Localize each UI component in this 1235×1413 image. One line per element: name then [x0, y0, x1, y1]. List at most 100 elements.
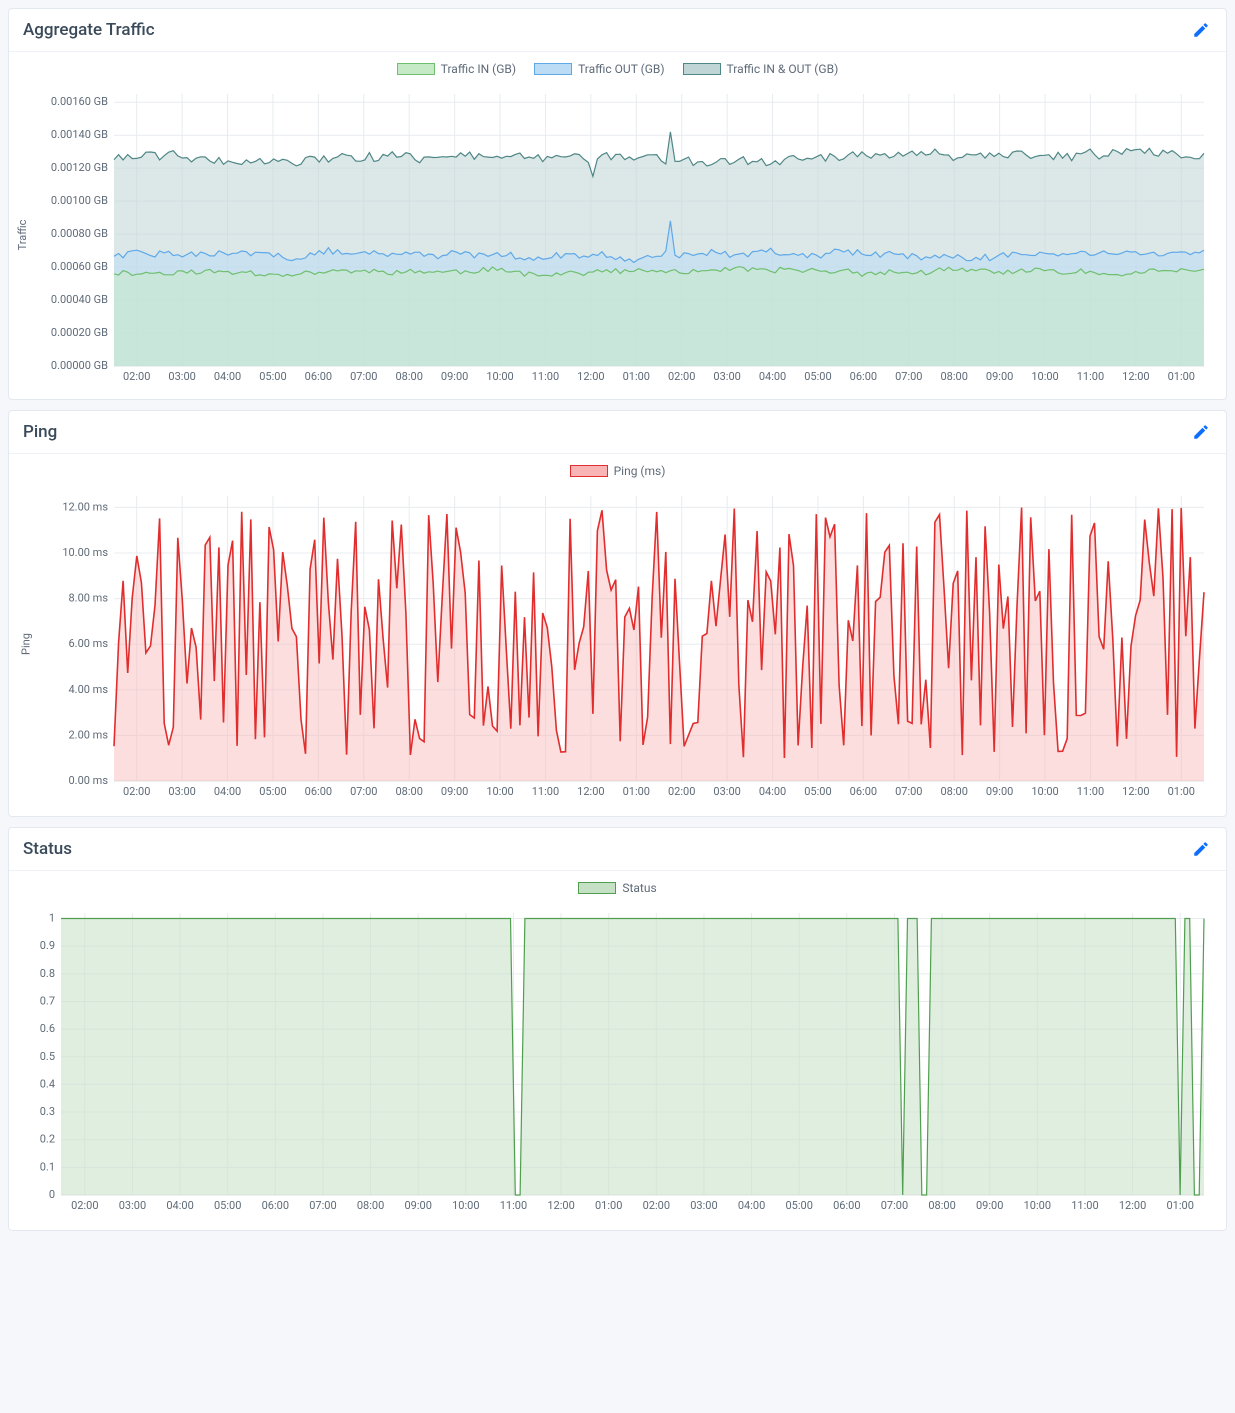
chart-legend: Traffic IN (GB) Traffic OUT (GB) Traffic I…: [19, 58, 1216, 82]
legend-item[interactable]: Traffic IN & OUT (GB): [683, 62, 839, 76]
svg-text:07:00: 07:00: [350, 370, 377, 383]
pencil-icon: [1192, 423, 1210, 441]
svg-text:11:00: 11:00: [1071, 1199, 1098, 1212]
legend-item[interactable]: Status: [578, 881, 656, 895]
svg-text:09:00: 09:00: [441, 370, 468, 383]
svg-text:06:00: 06:00: [262, 1199, 289, 1212]
legend-swatch: [534, 63, 572, 75]
chart-legend: Ping (ms): [19, 460, 1216, 484]
svg-text:09:00: 09:00: [986, 370, 1013, 383]
edit-button[interactable]: [1190, 19, 1212, 41]
svg-text:0.00000 GB: 0.00000 GB: [51, 359, 108, 372]
svg-text:11:00: 11:00: [1077, 370, 1104, 383]
svg-text:2.00 ms: 2.00 ms: [69, 728, 109, 741]
svg-text:04:00: 04:00: [166, 1199, 193, 1212]
svg-text:0.00040 GB: 0.00040 GB: [51, 293, 108, 306]
svg-text:01:00: 01:00: [1168, 370, 1195, 383]
card-header: Ping: [9, 411, 1226, 454]
svg-text:10:00: 10:00: [1031, 785, 1058, 798]
svg-text:0.00120 GB: 0.00120 GB: [51, 161, 108, 174]
ping-chart: 0.00 ms2.00 ms4.00 ms6.00 ms8.00 ms10.00…: [19, 484, 1214, 804]
card-title: Status: [23, 839, 72, 859]
svg-text:08:00: 08:00: [928, 1199, 955, 1212]
svg-text:0.5: 0.5: [40, 1050, 55, 1063]
svg-text:06:00: 06:00: [833, 1199, 860, 1212]
legend-label: Status: [622, 881, 656, 895]
svg-text:03:00: 03:00: [690, 1199, 717, 1212]
svg-text:08:00: 08:00: [941, 370, 968, 383]
svg-text:11:00: 11:00: [532, 785, 559, 798]
svg-text:10:00: 10:00: [486, 370, 513, 383]
svg-text:0.00100 GB: 0.00100 GB: [51, 194, 108, 207]
svg-text:06:00: 06:00: [305, 785, 332, 798]
svg-text:11:00: 11:00: [532, 370, 559, 383]
svg-text:0.00160 GB: 0.00160 GB: [51, 95, 108, 108]
svg-text:08:00: 08:00: [396, 785, 423, 798]
ping-card: Ping Ping (ms) Ping 0.00 ms 2.00 ms 4.00 m…: [8, 410, 1227, 817]
svg-text:03:00: 03:00: [168, 785, 195, 798]
svg-text:08:00: 08:00: [357, 1199, 384, 1212]
svg-text:05:00: 05:00: [804, 370, 831, 383]
edit-button[interactable]: [1190, 421, 1212, 443]
status-chart: 00.10.20.30.40.50.60.70.80.9102:0003:000…: [19, 901, 1214, 1218]
svg-text:12:00: 12:00: [1122, 370, 1149, 383]
legend-label: Traffic OUT (GB): [578, 62, 664, 76]
svg-text:11:00: 11:00: [500, 1199, 527, 1212]
card-header: Status: [9, 828, 1226, 871]
svg-text:0.9: 0.9: [40, 939, 55, 952]
svg-text:12:00: 12:00: [1119, 1199, 1146, 1212]
svg-text:09:00: 09:00: [404, 1199, 431, 1212]
svg-text:09:00: 09:00: [976, 1199, 1003, 1212]
legend-label: Traffic IN & OUT (GB): [727, 62, 839, 76]
svg-text:0.2: 0.2: [40, 1133, 55, 1146]
svg-text:12:00: 12:00: [547, 1199, 574, 1212]
svg-text:12:00: 12:00: [577, 370, 604, 383]
pencil-icon: [1192, 21, 1210, 39]
svg-text:10:00: 10:00: [486, 785, 513, 798]
svg-text:03:00: 03:00: [119, 1199, 146, 1212]
svg-text:4.00 ms: 4.00 ms: [69, 683, 109, 696]
legend-item[interactable]: Traffic OUT (GB): [534, 62, 664, 76]
svg-text:12:00: 12:00: [1122, 785, 1149, 798]
svg-text:6.00 ms: 6.00 ms: [69, 637, 109, 650]
svg-text:11:00: 11:00: [1077, 785, 1104, 798]
svg-text:0.1: 0.1: [40, 1160, 55, 1173]
svg-text:10.00 ms: 10.00 ms: [62, 546, 108, 559]
svg-text:02:00: 02:00: [668, 370, 695, 383]
svg-text:09:00: 09:00: [986, 785, 1013, 798]
svg-text:0.00020 GB: 0.00020 GB: [51, 326, 108, 339]
legend-item[interactable]: Ping (ms): [570, 464, 666, 478]
traffic-card: Aggregate Traffic Traffic IN (GB)Traffic…: [8, 8, 1227, 400]
svg-text:03:00: 03:00: [713, 370, 740, 383]
svg-text:04:00: 04:00: [738, 1199, 765, 1212]
svg-text:05:00: 05:00: [259, 785, 286, 798]
svg-text:0.4: 0.4: [40, 1077, 55, 1090]
svg-text:05:00: 05:00: [785, 1199, 812, 1212]
svg-text:0.3: 0.3: [40, 1105, 55, 1118]
edit-button[interactable]: [1190, 838, 1212, 860]
svg-text:05:00: 05:00: [804, 785, 831, 798]
svg-text:02:00: 02:00: [71, 1199, 98, 1212]
svg-text:07:00: 07:00: [350, 785, 377, 798]
svg-text:12.00 ms: 12.00 ms: [62, 500, 108, 513]
legend-swatch: [570, 465, 608, 477]
legend-item[interactable]: Traffic IN (GB): [397, 62, 516, 76]
svg-text:03:00: 03:00: [713, 785, 740, 798]
svg-text:02:00: 02:00: [123, 785, 150, 798]
svg-text:12:00: 12:00: [577, 785, 604, 798]
svg-text:07:00: 07:00: [895, 785, 922, 798]
svg-text:0.00 ms: 0.00 ms: [69, 774, 109, 787]
svg-text:10:00: 10:00: [452, 1199, 479, 1212]
svg-text:0.6: 0.6: [40, 1022, 55, 1035]
svg-text:0.7: 0.7: [40, 994, 55, 1007]
svg-text:0: 0: [49, 1188, 55, 1201]
svg-text:07:00: 07:00: [895, 370, 922, 383]
svg-text:07:00: 07:00: [309, 1199, 336, 1212]
svg-text:01:00: 01:00: [623, 785, 650, 798]
svg-text:10:00: 10:00: [1031, 370, 1058, 383]
svg-text:06:00: 06:00: [850, 370, 877, 383]
y-axis-title: Ping: [19, 633, 32, 655]
svg-text:01:00: 01:00: [1168, 785, 1195, 798]
status-card: Status Status 00.10.20.30.40.50.60.70.80…: [8, 827, 1227, 1231]
svg-text:02:00: 02:00: [643, 1199, 670, 1212]
